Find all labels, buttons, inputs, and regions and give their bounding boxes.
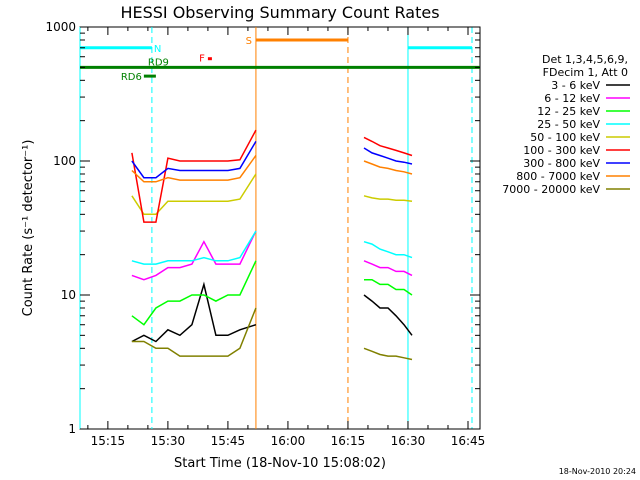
series-line [131, 307, 257, 357]
x-axis-ticks: 15:15 15:30 15:45 16:00 16:15 16:30 16:45 [87, 27, 486, 448]
series-lines [131, 129, 413, 361]
legend-label: 3 - 6 keV [551, 79, 600, 92]
y-axis-label: Count Rate (s⁻¹ detector⁻¹) [21, 140, 36, 317]
x-axis-label: Start Time (18-Nov-10 15:08:02) [174, 456, 386, 471]
y-tick-label: 10 [61, 288, 76, 302]
flag-label: N [154, 44, 161, 55]
series-line [363, 294, 413, 336]
legend-label: 12 - 25 keV [537, 105, 600, 118]
legend-label: 300 - 800 keV [523, 157, 600, 170]
y-tick-label: 1 [68, 422, 76, 436]
x-tick-label: 16:45 [451, 434, 486, 448]
series-line [363, 195, 413, 203]
legend-label: 25 - 50 keV [537, 118, 600, 131]
plot-area: N S F RD9 RD6 15:15 15:30 15:45 16:00 16:15 16:30… [45, 20, 485, 448]
x-tick-label: 16:30 [391, 434, 426, 448]
series-line [363, 147, 413, 165]
y-axis-ticks: 1 10 100 1000 [45, 20, 480, 436]
legend-header: Det 1,3,4,5,6,9, [542, 53, 628, 66]
series-line [131, 155, 257, 183]
x-tick-label: 15:15 [91, 434, 126, 448]
flag-boundary-lines [79, 27, 473, 429]
series-line [131, 173, 257, 216]
flag-label: F [199, 54, 205, 65]
series-line [131, 230, 257, 281]
y-tick-label: 100 [53, 154, 76, 168]
series-line [131, 230, 257, 265]
legend-label: 6 - 12 keV [544, 92, 600, 105]
series-line [131, 281, 257, 343]
x-tick-label: 15:45 [211, 434, 246, 448]
flag-label: RD6 [121, 72, 142, 83]
date-stamp: 18-Nov-2010 20:24 [559, 467, 636, 476]
series-line [363, 136, 413, 157]
x-tick-label: 15:30 [151, 434, 186, 448]
series-line [131, 129, 257, 223]
series-line [131, 141, 257, 179]
series-line [363, 260, 413, 277]
series-line [363, 240, 413, 259]
legend: Det 1,3,4,5,6,9,FDecim 1, Att 03 - 6 keV… [502, 53, 630, 196]
legend-header: FDecim 1, Att 0 [543, 66, 628, 79]
legend-label: 50 - 100 keV [530, 131, 600, 144]
flag-label: RD9 [148, 57, 169, 68]
legend-label: 800 - 7000 keV [516, 170, 600, 183]
series-line [363, 160, 413, 175]
flag-label: S [246, 36, 252, 47]
x-tick-label: 16:15 [331, 434, 366, 448]
series-line [363, 347, 413, 361]
legend-label: 100 - 300 keV [523, 144, 600, 157]
series-line [364, 278, 413, 296]
legend-label: 7000 - 20000 keV [502, 183, 600, 196]
flag-bars: N S F RD9 RD6 [80, 36, 480, 83]
y-tick-label: 1000 [45, 20, 76, 34]
chart-title: HESSI Observing Summary Count Rates [120, 3, 439, 22]
x-tick-label: 16:00 [271, 434, 306, 448]
series-line [131, 260, 257, 326]
plot-frame [79, 26, 481, 430]
